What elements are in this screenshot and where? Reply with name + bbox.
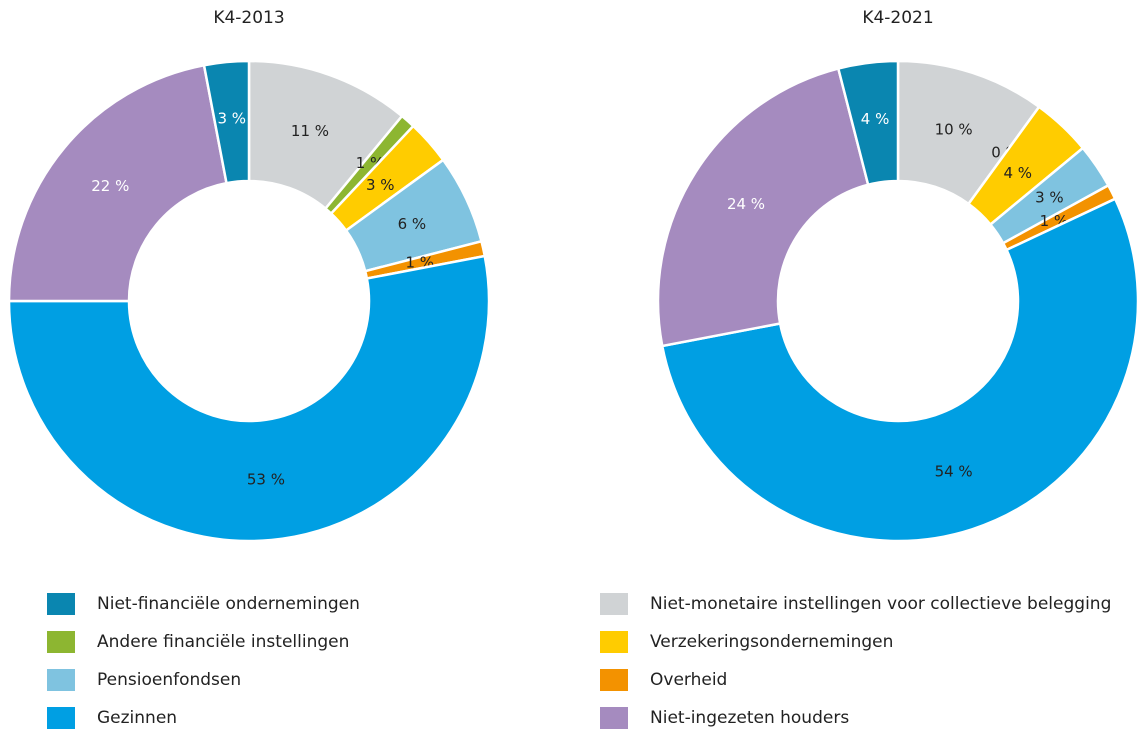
data-label: 3 % <box>366 176 395 194</box>
chart-title: K4-2013 <box>213 8 284 28</box>
legend-swatch <box>47 631 75 653</box>
data-label: 53 % <box>247 471 285 489</box>
slice <box>7 63 228 303</box>
legend-label: Andere financiële instellingen <box>97 632 349 652</box>
legend-swatch <box>600 707 628 729</box>
legend-label: Gezinnen <box>97 708 177 728</box>
legend-label: Overheid <box>650 670 727 690</box>
legend-swatch <box>47 707 75 729</box>
data-label: 24 % <box>727 195 765 213</box>
slice <box>7 254 491 543</box>
chart-title: K4-2021 <box>862 8 933 28</box>
data-label: 54 % <box>935 463 973 481</box>
data-label: 4 % <box>861 110 890 128</box>
data-label: 3 % <box>217 109 246 127</box>
data-label: 22 % <box>91 177 129 195</box>
slice <box>656 67 870 348</box>
data-label: 3 % <box>1035 189 1064 207</box>
data-label: 11 % <box>291 122 329 140</box>
legend-swatch <box>600 593 628 615</box>
legend-label: Niet-financiële ondernemingen <box>97 594 360 614</box>
legend-swatch <box>600 631 628 653</box>
slice <box>660 197 1140 543</box>
data-label: 6 % <box>398 215 427 233</box>
slice <box>202 59 251 185</box>
legend-label: Pensioenfondsen <box>97 670 241 690</box>
legend-label: Verzekeringsondernemingen <box>650 632 893 652</box>
data-label: 4 % <box>1004 164 1033 182</box>
data-label: 10 % <box>935 120 973 138</box>
legend-label: Niet-ingezeten houders <box>650 708 849 728</box>
legend-swatch <box>47 593 75 615</box>
legend-label: Niet-monetaire instellingen voor collect… <box>650 594 1111 614</box>
legend-swatch <box>600 669 628 691</box>
legend-swatch <box>47 669 75 691</box>
slice <box>836 59 900 187</box>
